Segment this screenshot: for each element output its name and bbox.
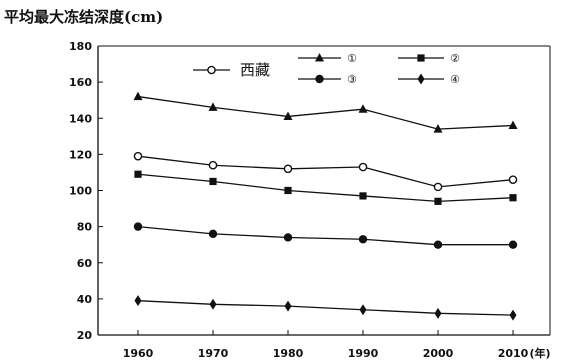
legend-marker-5 — [417, 73, 425, 85]
series-3-point — [209, 177, 217, 186]
series-4-point — [208, 229, 218, 239]
y-tick-label: 100 — [69, 185, 92, 198]
series-line-5 — [137, 300, 514, 316]
series-2-point — [433, 124, 443, 133]
series-4-point — [508, 240, 518, 249]
series-2-point — [283, 111, 293, 120]
series-4-point — [433, 240, 443, 249]
x-tick-label: 1980 — [273, 347, 304, 360]
series-3-point — [134, 170, 142, 178]
x-tick-label: 2010 — [498, 347, 529, 360]
series-1-point — [208, 160, 218, 170]
series-5-point — [434, 307, 442, 319]
y-tick-label: 40 — [77, 293, 93, 306]
series-2-point — [208, 102, 218, 111]
legend-label-2: ① — [347, 52, 357, 65]
series-2-point — [358, 104, 368, 113]
series-line-2 — [137, 95, 514, 130]
y-tick-label: 180 — [69, 40, 92, 53]
series-3-point — [434, 197, 442, 205]
y-axis-ticks: 20 40 60 80 100 120 140 160 180 — [69, 40, 103, 342]
series-5-point — [209, 298, 217, 310]
series-1-point — [283, 164, 293, 174]
series-3-point — [284, 186, 292, 195]
y-tick-label: 60 — [77, 257, 93, 270]
series-2-point — [508, 120, 518, 129]
legend-marker-4 — [315, 74, 324, 84]
legend-marker-3 — [417, 54, 425, 62]
series-1-point — [508, 175, 518, 184]
series-1-point — [133, 151, 143, 161]
x-axis-label: (年) — [529, 346, 550, 360]
y-tick-label: 160 — [69, 76, 92, 89]
series-markers — [133, 91, 518, 321]
y-tick-label: 20 — [77, 329, 93, 342]
series-4-point — [133, 222, 143, 231]
series-4-point — [358, 235, 368, 244]
series-5-point — [134, 295, 142, 307]
series-line-4 — [137, 225, 513, 246]
legend-label-4: ③ — [347, 73, 357, 86]
legend-marker-2 — [315, 53, 324, 62]
series-line-3 — [137, 173, 514, 202]
series-5-point — [284, 300, 292, 312]
chart-legend: 西藏 ① ② ③ ④ — [193, 52, 460, 86]
y-tick-label: 80 — [77, 221, 93, 234]
x-axis-ticks: 1960 1970 1980 1990 2000 2010 (年) — [123, 330, 551, 360]
series-5-point — [359, 304, 367, 316]
legend-label-3: ② — [450, 52, 460, 65]
series-lines — [137, 95, 514, 316]
series-4-point — [283, 233, 293, 242]
x-tick-label: 2000 — [423, 347, 454, 360]
series-2-point — [133, 91, 143, 101]
series-5-point — [509, 309, 517, 321]
y-tick-label: 120 — [69, 148, 92, 161]
x-tick-label: 1960 — [123, 347, 154, 360]
legend-label-1: 西藏 — [240, 61, 270, 79]
legend-marker-1 — [207, 65, 216, 75]
series-3-point — [359, 192, 367, 200]
legend-label-5: ④ — [450, 73, 460, 86]
x-tick-label: 1970 — [198, 347, 229, 360]
chart-title: 平均最大冻结深度(cm) — [4, 8, 164, 26]
series-1-point — [358, 162, 368, 172]
x-tick-label: 1990 — [348, 347, 379, 360]
series-line-1 — [137, 155, 514, 188]
chart-axes — [97, 45, 551, 336]
series-3-point — [509, 194, 517, 202]
y-tick-label: 140 — [69, 112, 92, 125]
series-1-point — [433, 182, 443, 192]
